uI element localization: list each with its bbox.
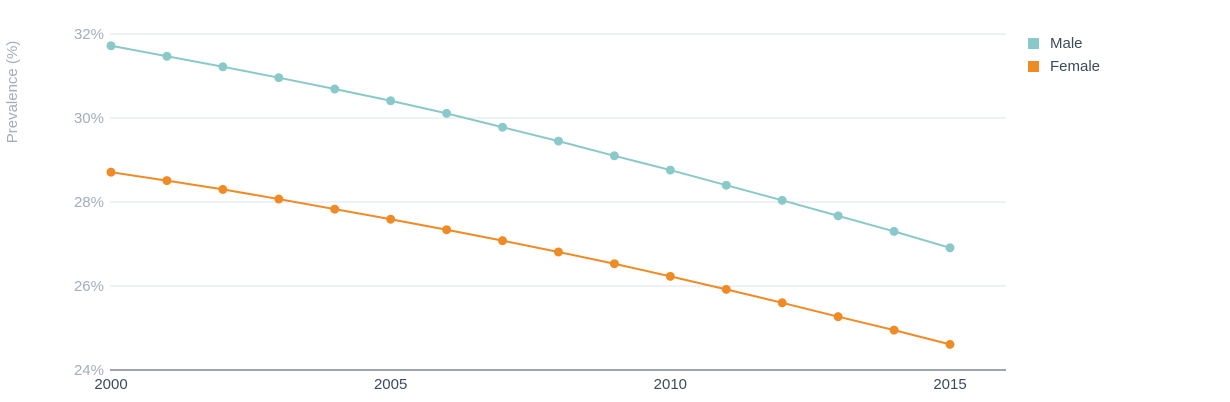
data-point-female[interactable] (665, 271, 675, 281)
legend-item-female[interactable]: Female (1028, 55, 1100, 78)
series-line-male (110, 44, 951, 249)
data-point-female[interactable] (330, 204, 340, 214)
data-point-female[interactable] (442, 225, 452, 235)
data-point-male[interactable] (945, 243, 955, 253)
data-point-male[interactable] (777, 195, 787, 205)
legend: Male Female (1028, 32, 1100, 78)
data-point-female[interactable] (777, 298, 787, 308)
x-tick-label: 2000 (94, 376, 127, 393)
legend-swatch-male (1028, 38, 1039, 49)
data-point-female[interactable] (218, 184, 228, 194)
data-point-female[interactable] (274, 194, 284, 204)
data-point-male[interactable] (553, 136, 563, 146)
data-point-female[interactable] (833, 312, 843, 322)
data-point-male[interactable] (833, 211, 843, 221)
y-tick-label: 24% (74, 362, 104, 379)
gridlines (110, 33, 1006, 371)
data-point-female[interactable] (609, 259, 619, 269)
y-tick-label: 30% (74, 110, 104, 127)
data-point-male[interactable] (274, 73, 284, 83)
data-point-female[interactable] (162, 176, 172, 186)
x-tick-label: 2015 (933, 376, 966, 393)
y-tick-label: 28% (74, 194, 104, 211)
data-point-male[interactable] (218, 62, 228, 72)
data-point-male[interactable] (889, 226, 899, 236)
y-axis-tick-labels: 24% 26% 28% 30% 32% (74, 26, 104, 379)
data-point-female[interactable] (106, 167, 116, 177)
data-point-male[interactable] (609, 151, 619, 161)
legend-swatch-female (1028, 61, 1039, 72)
data-point-female[interactable] (889, 325, 899, 335)
legend-label-male: Male (1050, 35, 1083, 52)
series-lines (106, 41, 955, 349)
data-point-male[interactable] (386, 96, 396, 106)
legend-label-female: Female (1050, 58, 1101, 75)
data-point-female[interactable] (945, 339, 955, 349)
legend-item-male[interactable]: Male (1028, 32, 1100, 55)
data-point-female[interactable] (553, 247, 563, 257)
data-point-male[interactable] (665, 165, 675, 175)
data-point-male[interactable] (498, 122, 508, 132)
x-tick-label: 2010 (654, 376, 687, 393)
y-axis-title: Prevalence (%) (4, 41, 21, 144)
y-tick-label: 26% (74, 278, 104, 295)
y-tick-label: 32% (74, 26, 104, 43)
data-point-male[interactable] (106, 41, 116, 51)
data-point-female[interactable] (721, 284, 731, 294)
data-point-female[interactable] (498, 236, 508, 246)
data-point-female[interactable] (386, 214, 396, 224)
data-point-male[interactable] (330, 84, 340, 94)
data-point-male[interactable] (162, 51, 172, 61)
data-point-male[interactable] (442, 108, 452, 118)
series-line-female (110, 171, 951, 346)
x-tick-label: 2005 (374, 376, 407, 393)
x-axis-tick-labels: 2000 2005 2010 2015 (94, 376, 966, 393)
data-point-male[interactable] (721, 180, 731, 190)
